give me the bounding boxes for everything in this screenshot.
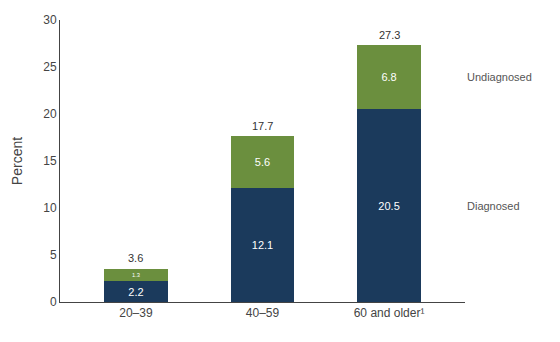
svg-text:20–39: 20–39: [119, 306, 153, 320]
svg-text:10: 10: [43, 201, 57, 215]
svg-text:27.3: 27.3: [379, 29, 400, 41]
svg-text:5.6: 5.6: [255, 156, 270, 168]
svg-text:20.5: 20.5: [378, 200, 399, 212]
svg-text:12.1: 12.1: [252, 239, 273, 251]
svg-text:30: 30: [43, 13, 57, 27]
svg-text:5: 5: [50, 248, 57, 262]
svg-text:40–59: 40–59: [246, 306, 280, 320]
svg-text:15: 15: [43, 154, 57, 168]
svg-text:25: 25: [43, 60, 57, 74]
svg-text:6.8: 6.8: [381, 71, 396, 83]
svg-text:Percent: Percent: [9, 137, 25, 185]
svg-text:1.3: 1.3: [132, 272, 140, 278]
svg-text:17.7: 17.7: [252, 120, 273, 132]
svg-text:20: 20: [43, 107, 57, 121]
svg-text:3.6: 3.6: [128, 252, 143, 264]
svg-text:2.2: 2.2: [128, 286, 143, 298]
svg-text:0: 0: [50, 295, 57, 309]
svg-text:Undiagnosed: Undiagnosed: [467, 71, 532, 83]
svg-text:60 and older¹: 60 and older¹: [354, 306, 425, 320]
svg-text:Diagnosed: Diagnosed: [467, 200, 520, 212]
